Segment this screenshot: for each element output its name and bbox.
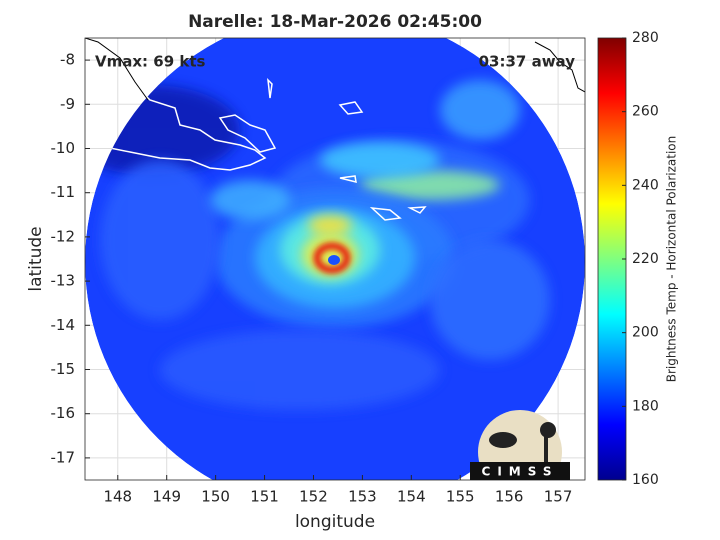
y-tick-label: -12 (51, 227, 76, 245)
coastline (534, 41, 585, 93)
coastline (339, 175, 357, 184)
x-tick-label: 149 (152, 488, 181, 506)
x-tick-label: 156 (495, 488, 524, 506)
y-tick-label: -11 (51, 183, 76, 201)
colorbar-tick-label: 200 (632, 325, 659, 341)
colorbar-fill (597, 37, 627, 481)
colorbar-tick-label: 160 (632, 472, 659, 488)
swath-feature (430, 240, 550, 360)
logo-bar (470, 462, 570, 480)
annotation: 03:37 away (479, 53, 576, 71)
swath (85, 38, 585, 480)
y-tick-label: -9 (60, 95, 75, 113)
x-tick-label: 150 (201, 488, 230, 506)
logo-tower (544, 428, 548, 462)
x-tick-label: 148 (103, 488, 132, 506)
x-tick-label: 154 (397, 488, 426, 506)
coastline (338, 101, 364, 115)
coastline (267, 77, 273, 99)
y-tick-label: -15 (51, 360, 76, 378)
logo-dish (489, 432, 517, 448)
x-tick-label: 153 (348, 488, 377, 506)
x-axis-label: longitude (295, 512, 375, 532)
y-tick-label: -10 (51, 139, 76, 157)
axes: 148 149 150 151 152 153 154 155 156 157 -8 -9 -10 -11… (51, 51, 573, 506)
colorbar-tick-label: 220 (632, 251, 659, 267)
plot-frame (84, 37, 586, 481)
y-axis-label: latitude (26, 226, 46, 291)
swath-feature (320, 142, 440, 178)
colorbar-label: Brightness Temp - Horizontal Polarizatio… (665, 136, 679, 383)
colorbar-tick-label: 280 (632, 30, 659, 46)
coastline (85, 38, 149, 101)
logo: CIMSS (470, 410, 570, 480)
y-tick-label: -13 (51, 272, 76, 290)
coastline (218, 114, 277, 153)
swath-feature (360, 170, 500, 200)
logo-tank (540, 422, 556, 438)
y-tick-label: -17 (51, 448, 76, 466)
swath-feature (160, 330, 440, 410)
eye (328, 255, 340, 265)
swath-feature (308, 215, 352, 235)
swath-feature (210, 180, 290, 220)
y-tick-label: -14 (51, 316, 76, 334)
coastline (369, 207, 402, 221)
colorbar-tick-label: 180 (632, 398, 659, 414)
coastline (407, 206, 427, 214)
eyewall (313, 242, 351, 274)
x-tick-label: 155 (446, 488, 475, 506)
x-tick-label: 152 (299, 488, 328, 506)
chart-title: Narelle: 18-Mar-2026 02:45:00 (188, 12, 482, 32)
swath-feature (440, 80, 520, 140)
logo-text: CIMSS (482, 465, 559, 479)
swath-image (85, 38, 585, 480)
x-tick-label: 151 (250, 488, 279, 506)
swath-feature (100, 160, 220, 320)
colorbar-tick-label: 240 (632, 177, 659, 193)
y-tick-label: -8 (60, 51, 75, 69)
colorbar: 160 180 200 220 240 260 280 (597, 30, 659, 488)
annotation: Vmax: 69 kts (95, 53, 205, 71)
y-tick-label: -16 (51, 404, 76, 422)
colorbar-tick-label: 260 (632, 104, 659, 120)
x-tick-label: 157 (544, 488, 573, 506)
